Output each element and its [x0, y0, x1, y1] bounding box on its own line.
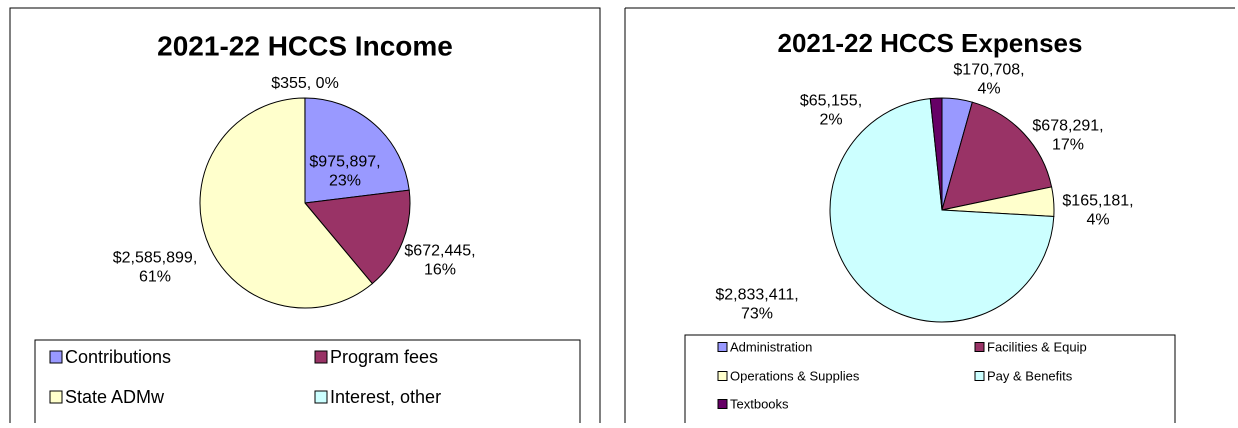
- legend-label: Textbooks: [730, 396, 789, 411]
- data-label: 23%: [329, 173, 361, 190]
- data-label: $2,585,899,: [113, 250, 198, 267]
- legend-label: Pay & Benefits: [987, 368, 1073, 383]
- data-label: $2,833,411,: [715, 287, 798, 304]
- data-label: $678,291,: [1032, 118, 1103, 135]
- legend-swatch: [315, 351, 327, 363]
- data-label: 17%: [1052, 137, 1084, 154]
- legend-swatch: [50, 351, 62, 363]
- data-label: 73%: [741, 306, 773, 323]
- data-label: $672,445,: [404, 243, 475, 260]
- data-label: $165,181,: [1062, 193, 1133, 210]
- legend-swatch: [718, 343, 727, 352]
- legend-swatch: [315, 391, 327, 403]
- legend-label: Facilities & Equip: [987, 339, 1087, 354]
- legend-label: Contributions: [65, 347, 171, 367]
- data-label: 4%: [977, 81, 1000, 98]
- legend-label: Interest, other: [330, 387, 441, 407]
- data-label: 4%: [1086, 212, 1109, 229]
- legend-label: Operations & Supplies: [730, 368, 860, 383]
- data-label: $355, 0%: [271, 75, 339, 92]
- data-label: 61%: [139, 269, 171, 286]
- chart-title: 2021-22 HCCS Income: [157, 30, 453, 61]
- legend-label: State ADMw: [65, 387, 165, 407]
- legend-label: Program fees: [330, 347, 438, 367]
- legend-swatch: [50, 391, 62, 403]
- chart-title: 2021-22 HCCS Expenses: [778, 28, 1083, 58]
- data-label: $975,897,: [309, 154, 380, 171]
- data-label: $65,155,: [800, 93, 862, 110]
- legend-swatch: [975, 372, 984, 381]
- data-label: $170,708,: [953, 62, 1024, 79]
- legend-swatch: [718, 400, 727, 409]
- legend-swatch: [975, 343, 984, 352]
- data-label: 2%: [819, 112, 842, 129]
- legend-label: Administration: [730, 339, 812, 354]
- data-label: 16%: [424, 262, 456, 279]
- legend-swatch: [718, 372, 727, 381]
